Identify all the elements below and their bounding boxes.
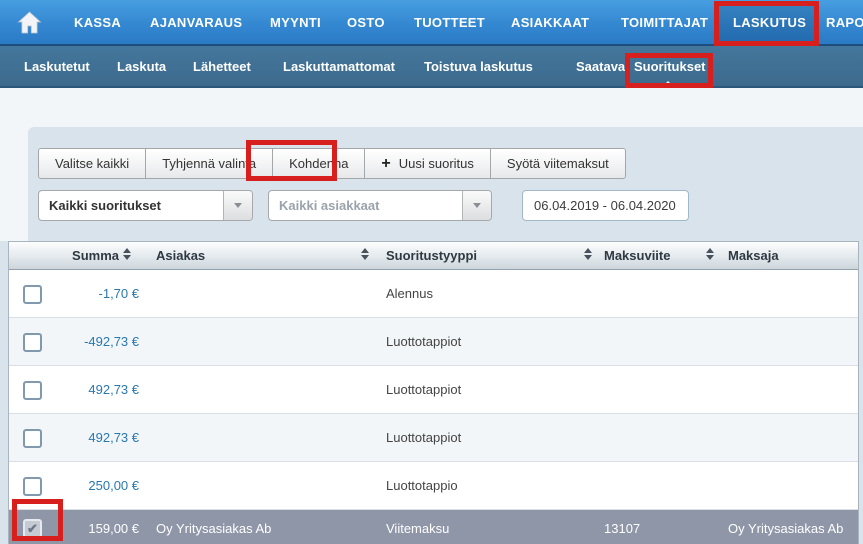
- cell-asiakas: Oy Yritysasiakas Ab: [156, 520, 272, 536]
- sort-arrows-icon[interactable]: [361, 248, 369, 260]
- nav-item-laskutus[interactable]: LASKUTUS: [733, 14, 807, 30]
- active-menu-highlight: [719, 2, 815, 43]
- kohdenna-button[interactable]: Kohdenna: [272, 148, 366, 179]
- nav-item-raportit[interactable]: RAPORTIT: [826, 14, 863, 30]
- cell-suoritustyyppi: Luottotappiot: [386, 382, 462, 397]
- new-payment-label: Uusi suoritus: [398, 156, 474, 171]
- subnav-item-saatavat[interactable]: Saatavat: [576, 58, 630, 74]
- table-background: Summa Asiakas Suoritustyyppi Maksuviite …: [0, 241, 863, 544]
- table-row[interactable]: ✔ -492,73 € Luottotappiot: [9, 317, 858, 365]
- cell-summa[interactable]: 159,00 €: [88, 520, 139, 536]
- cell-summa[interactable]: 492,73 €: [88, 382, 139, 397]
- active-tab-caret: [661, 81, 675, 88]
- sort-arrows-icon[interactable]: [123, 248, 131, 260]
- sort-arrows-icon[interactable]: [584, 248, 592, 260]
- column-header-suoritustyyppi[interactable]: Suoritustyyppi: [386, 248, 478, 263]
- cell-suoritustyyppi: Viitemaksu: [386, 520, 450, 536]
- enter-reference-payments-button[interactable]: Syötä viitemaksut: [489, 148, 626, 179]
- table-row[interactable]: ✔ 492,73 € Luottotappiot: [9, 365, 858, 413]
- check-icon: ✔: [27, 521, 38, 536]
- nav-item-ajanvaraus[interactable]: AJANVARAUS: [150, 14, 243, 30]
- nav-item-myynti[interactable]: MYYNTI: [270, 14, 321, 30]
- cell-maksaja: Oy Yritysasiakas Ab: [728, 520, 844, 536]
- cell-suoritustyyppi: Alennus: [386, 286, 433, 301]
- payment-type-value: Kaikki suoritukset: [49, 198, 161, 213]
- top-navigation-bar: KASSA AJANVARAUS MYYNTI OSTO TUOTTEET AS…: [0, 0, 863, 46]
- sort-arrows-icon[interactable]: [706, 248, 714, 260]
- row-checkbox[interactable]: ✔: [23, 284, 42, 304]
- chevron-down-icon[interactable]: [223, 191, 252, 220]
- toolbar-button-group: Valitse kaikki Tyhjennä valinta Kohdenna…: [38, 148, 626, 179]
- table-row[interactable]: ✔ 492,73 € Luottotappiot: [9, 413, 858, 461]
- nav-item-tuotteet[interactable]: TUOTTEET: [414, 14, 486, 30]
- subnav-item-lahetteet[interactable]: Lähetteet: [193, 58, 251, 74]
- nav-item-asiakkaat[interactable]: ASIAKKAAT: [511, 14, 590, 30]
- select-all-label: Valitse kaikki: [55, 156, 130, 171]
- sub-navigation-bar: Laskutetut Laskuta Lähetteet Laskuttamat…: [0, 46, 863, 88]
- column-header-asiakas[interactable]: Asiakas: [156, 248, 206, 263]
- date-range-input[interactable]: [522, 190, 689, 221]
- kohdenna-label: Kohdenna: [289, 156, 349, 171]
- nav-item-kassa[interactable]: KASSA: [74, 14, 122, 30]
- subnav-item-laskuta[interactable]: Laskuta: [117, 58, 167, 74]
- cell-suoritustyyppi: Luottotappiot: [386, 430, 462, 445]
- cell-summa[interactable]: -492,73 €: [84, 334, 139, 349]
- clear-selection-button[interactable]: Tyhjennä valinta: [145, 148, 274, 179]
- subnav-item-suoritukset[interactable]: Suoritukset: [634, 58, 706, 74]
- row-checkbox[interactable]: ✔: [23, 332, 42, 352]
- cell-summa[interactable]: -1,70 €: [98, 286, 139, 301]
- table-row[interactable]: ✔ -1,70 € Alennus: [9, 270, 858, 317]
- customer-value: Kaikki asiakkaat: [279, 198, 380, 213]
- table-body: ✔ -1,70 € Alennus ✔ -492,73 € Luottotapp…: [9, 270, 858, 544]
- payments-table: Summa Asiakas Suoritustyyppi Maksuviite …: [8, 241, 859, 544]
- plus-icon: +: [381, 154, 391, 172]
- cell-suoritustyyppi: Luottotappiot: [386, 334, 462, 349]
- cell-summa[interactable]: 492,73 €: [88, 430, 139, 445]
- column-header-maksaja: Maksaja: [728, 248, 779, 263]
- customer-select[interactable]: Kaikki asiakkaat: [268, 190, 492, 221]
- table-row[interactable]: ✔ 159,00 € Oy Yritysasiakas Ab Viitemaks…: [9, 509, 858, 544]
- clear-selection-label: Tyhjennä valinta: [162, 156, 257, 171]
- subnav-item-laskutetut[interactable]: Laskutetut: [24, 58, 90, 74]
- subnav-item-toistuva-laskutus[interactable]: Toistuva laskutus: [424, 58, 533, 74]
- payment-type-select[interactable]: Kaikki suoritukset: [38, 190, 253, 221]
- row-checkbox[interactable]: ✔: [23, 428, 42, 448]
- cell-suoritustyyppi: Luottotappio: [386, 478, 458, 493]
- nav-item-toimittajat[interactable]: TOIMITTAJAT: [621, 14, 709, 30]
- row-checkbox[interactable]: ✔: [23, 476, 42, 496]
- table-row[interactable]: ✔ 250,00 € Luottotappio: [9, 461, 858, 509]
- toolbar-panel: [28, 127, 863, 241]
- select-all-button[interactable]: Valitse kaikki: [38, 148, 147, 179]
- nav-item-osto[interactable]: OSTO: [347, 14, 385, 30]
- chevron-down-icon[interactable]: [462, 191, 491, 220]
- subnav-item-laskuttamattomat[interactable]: Laskuttamattomat: [283, 58, 395, 74]
- cell-maksuviite: 13107: [604, 520, 641, 536]
- row-checkbox[interactable]: ✔: [23, 380, 42, 400]
- cell-summa[interactable]: 250,00 €: [88, 478, 139, 493]
- table-header: Summa Asiakas Suoritustyyppi Maksuviite …: [9, 242, 858, 270]
- column-header-summa[interactable]: Summa: [72, 248, 119, 263]
- reference-payments-label: Syötä viitemaksut: [506, 156, 609, 171]
- column-header-maksuviite[interactable]: Maksuviite: [604, 248, 671, 263]
- new-payment-button[interactable]: + Uusi suoritus: [364, 148, 491, 179]
- home-icon[interactable]: [17, 11, 42, 39]
